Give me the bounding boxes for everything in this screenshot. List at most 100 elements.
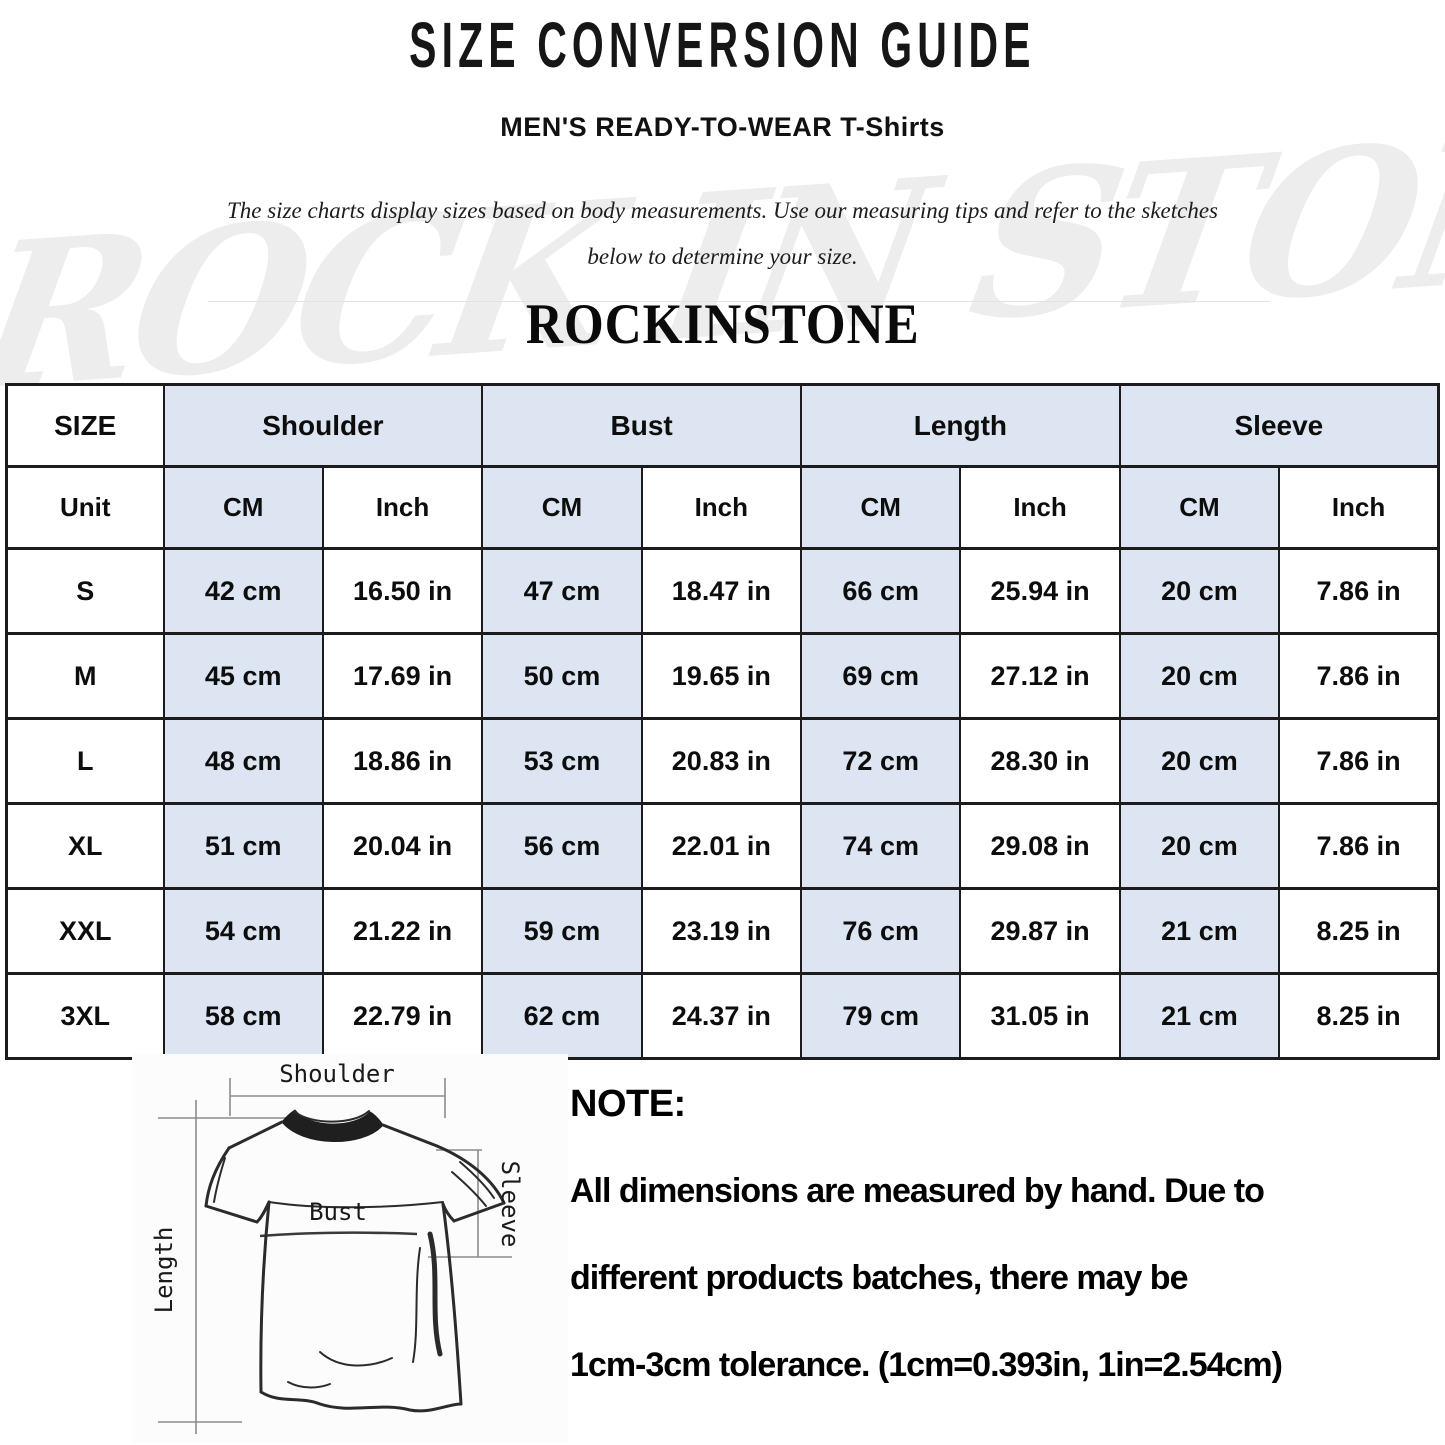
description-line-1: The size charts display sizes based on b… (226, 198, 1219, 223)
diagram-bust-label: Bust (309, 1198, 367, 1226)
page-subtitle: MEN'S READY-TO-WEAR T-Shirts (500, 112, 945, 142)
diagram-sleeve-label: Sleeve (496, 1161, 524, 1248)
column-header-size: SIZE (5, 383, 165, 468)
collar (281, 1109, 384, 1142)
diagram-shoulder-label: Shoulder (279, 1060, 395, 1088)
value-cell: 20 cm (1118, 632, 1281, 720)
size-cell: M (5, 632, 165, 720)
column-header-shoulder: Shoulder (162, 383, 484, 468)
size-cell: 3XL (5, 972, 165, 1060)
description-text: The size charts display sizes based on b… (0, 188, 1445, 280)
unit-inch-cell: Inch (321, 465, 484, 550)
value-cell: 17.69 in (321, 632, 484, 720)
brand-name: ROCKINSTONE (525, 293, 920, 356)
right-body-side (441, 1202, 463, 1406)
value-cell: 28.30 in (959, 717, 1121, 805)
unit-cm-cell: CM (162, 465, 324, 550)
table-row-m: M 45 cm 17.69 in 50 cm 19.65 in 69 cm 27… (5, 632, 1440, 720)
value-cell: 66 cm (799, 547, 962, 635)
value-cell: 25.94 in (959, 547, 1121, 635)
value-cell: 54 cm (162, 887, 324, 975)
right-sleeve-hem (452, 1201, 506, 1223)
table-row-3xl: 3XL 58 cm 22.79 in 62 cm 24.37 in 79 cm … (5, 972, 1440, 1060)
value-cell: 7.86 in (1278, 547, 1440, 635)
shoulder-measure-ticks (229, 1078, 446, 1118)
right-sleeve-outer (435, 1144, 506, 1205)
unit-inch-cell: Inch (959, 465, 1121, 550)
value-cell: 51 cm (162, 802, 324, 890)
table-row-s: S 42 cm 16.50 in 47 cm 18.47 in 66 cm 25… (5, 547, 1440, 635)
value-cell: 20.83 in (640, 717, 803, 805)
fold-line-3 (287, 1381, 331, 1389)
value-cell: 21 cm (1118, 887, 1281, 975)
value-cell: 47 cm (481, 547, 643, 635)
value-cell: 27.12 in (959, 632, 1121, 720)
collar-inner-line (294, 1110, 370, 1123)
fold-shadow (427, 1231, 443, 1357)
description-line-2: below to determine your size. (587, 244, 858, 269)
table-unit-row: Unit CM Inch CM Inch CM Inch CM Inch (5, 465, 1440, 550)
value-cell: 8.25 in (1278, 887, 1440, 975)
value-cell: 23.19 in (640, 887, 803, 975)
value-cell: 76 cm (799, 887, 962, 975)
left-body-side (259, 1200, 271, 1394)
note-line-1: All dimensions are measured by hand. Due… (570, 1172, 1265, 1210)
unit-inch-cell: Inch (1278, 465, 1440, 550)
divider-line (208, 301, 1270, 302)
value-cell: 7.86 in (1278, 717, 1440, 805)
value-cell: 7.86 in (1278, 632, 1440, 720)
value-cell: 42 cm (162, 547, 324, 635)
right-sleeve-folds (451, 1161, 495, 1207)
bust-measure-line (259, 1231, 418, 1238)
value-cell: 62 cm (481, 972, 643, 1060)
column-header-sleeve: Sleeve (1118, 383, 1440, 468)
note-heading: NOTE: (570, 1083, 686, 1125)
unit-inch-cell: Inch (640, 465, 803, 550)
size-cell: L (5, 717, 165, 805)
sketch-background (132, 1054, 568, 1443)
value-cell: 18.86 in (321, 717, 484, 805)
size-cell: XXL (5, 887, 165, 975)
value-cell: 20 cm (1118, 547, 1281, 635)
left-sleeve-hem (204, 1204, 259, 1224)
value-cell: 53 cm (481, 717, 643, 805)
value-cell: 22.01 in (640, 802, 803, 890)
hem (259, 1390, 463, 1413)
value-cell: 45 cm (162, 632, 324, 720)
chest-seam (268, 1201, 444, 1209)
note-line-3: 1cm-3cm tolerance. (1cm=0.393in, 1in=2.5… (570, 1346, 1283, 1384)
page-title: SIZE CONVERSION GUIDE (409, 9, 1036, 81)
value-cell: 24.37 in (640, 972, 803, 1060)
fold-line-2 (319, 1351, 393, 1367)
diagram-length-label: Length (150, 1227, 178, 1314)
table-group-header-row: SIZE Shoulder Bust Length Sleeve (5, 383, 1440, 468)
value-cell: 16.50 in (321, 547, 484, 635)
value-cell: 20 cm (1118, 717, 1281, 805)
right-shoulder-seam (381, 1123, 439, 1148)
value-cell: 19.65 in (640, 632, 803, 720)
table-row-l: L 48 cm 18.86 in 53 cm 20.83 in 72 cm 28… (5, 717, 1440, 805)
size-cell: S (5, 547, 165, 635)
value-cell: 8.25 in (1278, 972, 1440, 1060)
unit-cm-cell: CM (1118, 465, 1281, 550)
value-cell: 29.87 in (959, 887, 1121, 975)
value-cell: 48 cm (162, 717, 324, 805)
size-cell: XL (5, 802, 165, 890)
table-row-xl: XL 51 cm 20.04 in 56 cm 22.01 in 74 cm 2… (5, 802, 1440, 890)
table-row-xxl: XXL 54 cm 21.22 in 59 cm 23.19 in 76 cm … (5, 887, 1440, 975)
value-cell: 59 cm (481, 887, 643, 975)
unit-cm-cell: CM (481, 465, 643, 550)
value-cell: 50 cm (481, 632, 643, 720)
value-cell: 20.04 in (321, 802, 484, 890)
left-sleeve-outer (204, 1146, 231, 1208)
value-cell: 74 cm (799, 802, 962, 890)
value-cell: 72 cm (799, 717, 962, 805)
value-cell: 29.08 in (959, 802, 1121, 890)
value-cell: 69 cm (799, 632, 962, 720)
note-line-2: different products batches, there may be (570, 1259, 1189, 1297)
value-cell: 58 cm (162, 972, 324, 1060)
value-cell: 56 cm (481, 802, 643, 890)
value-cell: 31.05 in (959, 972, 1121, 1060)
value-cell: 7.86 in (1278, 802, 1440, 890)
